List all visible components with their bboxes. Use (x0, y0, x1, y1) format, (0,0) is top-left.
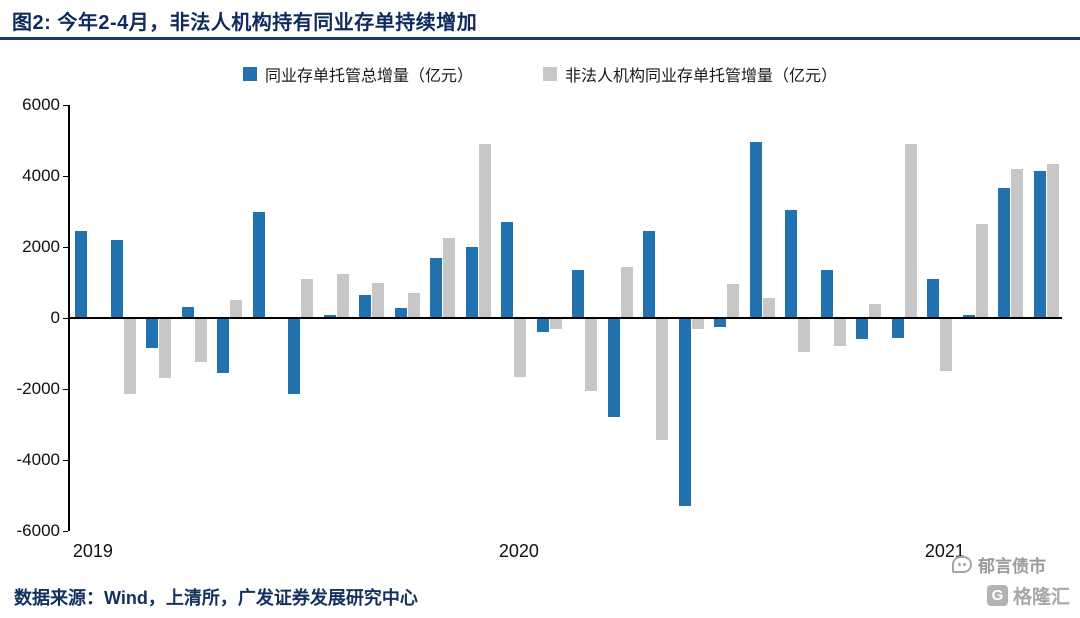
y-tick-label: 6000 (22, 95, 60, 114)
legend-swatch-gray-icon (543, 67, 557, 81)
bar-total-2019-04 (181, 307, 194, 318)
x-axis-line (70, 317, 1062, 319)
bar-nonlegal-2021-02 (975, 223, 988, 318)
y-tick-mark (63, 460, 68, 461)
legend-item-total: 同业存单托管总增量（亿元） (242, 62, 473, 86)
bar-nonlegal-2019-04 (194, 318, 207, 363)
bar-total-2019-09 (359, 294, 372, 318)
bar-total-2020-01 (501, 222, 514, 318)
bar-total-2020-02 (536, 318, 549, 333)
bar-total-2020-03 (572, 270, 585, 318)
bar-nonlegal-2020-11 (869, 303, 882, 318)
y-tick-mark (63, 247, 68, 248)
bar-total-2019-11 (430, 257, 443, 318)
bar-nonlegal-2020-02 (549, 318, 562, 329)
bar-total-2020-12 (891, 318, 904, 338)
legend-item-nonlegal: 非法人机构同业存单托管增量（亿元） (543, 62, 837, 86)
bar-total-2021-04 (1033, 170, 1046, 318)
watermark-yuyan-text: 郁言债市 (978, 557, 1046, 576)
bar-nonlegal-2019-11 (443, 238, 456, 318)
bar-total-2020-08 (749, 142, 762, 318)
y-tick-label: -2000 (16, 379, 60, 398)
y-tick-label: -6000 (16, 521, 60, 540)
gelonghui-text: 格隆汇 (1012, 587, 1070, 608)
bar-total-2021-02 (962, 315, 975, 318)
x-axis-label-2020: 2020 (498, 541, 539, 561)
bar-nonlegal-2020-04 (620, 266, 633, 318)
bar-total-2020-10 (820, 270, 833, 318)
bar-nonlegal-2020-06 (691, 318, 704, 329)
bar-total-2019-03 (146, 318, 159, 349)
x-axis-label-2019: 2019 (72, 541, 113, 561)
bar-nonlegal-2019-09 (372, 282, 385, 318)
legend-label-total: 同业存单托管总增量（亿元） (264, 68, 473, 85)
legend-swatch-blue-icon (242, 67, 257, 81)
bar-nonlegal-2020-08 (762, 298, 775, 318)
bar-total-2019-02 (110, 239, 123, 318)
bar-nonlegal-2019-05 (230, 300, 243, 318)
bar-nonlegal-2020-12 (904, 144, 917, 318)
bar-nonlegal-2019-02 (123, 318, 136, 395)
bar-nonlegal-2020-01 (514, 318, 527, 377)
y-tick-label: -4000 (16, 450, 60, 469)
bar-nonlegal-2019-10 (407, 293, 420, 318)
bar-nonlegal-2020-10 (833, 318, 846, 347)
y-tick-mark (63, 318, 68, 319)
bar-total-2019-01 (75, 231, 88, 318)
data-source: 数据来源：Wind，上清所，广发证券发展研究中心 (14, 588, 418, 608)
bar-nonlegal-2021-01 (940, 318, 953, 372)
bar-total-2021-03 (998, 188, 1011, 318)
legend-label-nonlegal: 非法人机构同业存单托管增量（亿元） (565, 68, 838, 85)
bar-nonlegal-2019-07 (301, 278, 314, 318)
chat-bubble-icon (952, 556, 972, 573)
y-tick-label: 2000 (22, 237, 60, 256)
chart-legend: 同业存单托管总增量（亿元） 非法人机构同业存单托管增量（亿元） (0, 62, 1080, 86)
figure-title: 图2: 今年2-4月，非法人机构持有同业存单持续增加 (12, 12, 478, 34)
watermark-yuyanzhaishi: 郁言债市 (952, 552, 1046, 577)
bar-total-2020-05 (643, 231, 656, 318)
y-tick-mark (63, 176, 68, 177)
gelonghui-badge-icon: G (986, 585, 1008, 606)
bar-nonlegal-2020-07 (727, 284, 740, 318)
bar-total-2019-05 (217, 318, 230, 374)
bar-total-2020-07 (714, 318, 727, 327)
x-axis-label-2021: 2021 (924, 541, 965, 561)
bar-nonlegal-2020-03 (585, 318, 598, 391)
bar-total-2021-01 (927, 278, 940, 318)
gelonghui-logo: G 格隆汇 (986, 582, 1070, 609)
bar-nonlegal-2020-05 (656, 318, 669, 441)
y-tick-mark (63, 105, 68, 106)
y-tick-label: 0 (50, 308, 60, 327)
bar-nonlegal-2019-03 (159, 318, 172, 379)
bar-total-2019-10 (394, 308, 407, 318)
bar-total-2020-09 (785, 209, 798, 318)
bar-total-2020-06 (678, 318, 691, 507)
figure-header: 图2: 今年2-4月，非法人机构持有同业存单持续增加 (0, 0, 1080, 40)
bar-nonlegal-2021-03 (1011, 168, 1024, 318)
y-tick-mark (63, 531, 68, 532)
bar-total-2019-08 (323, 315, 336, 318)
bar-total-2019-07 (288, 318, 301, 395)
bar-chart: 6000 4000 2000 0 -2000 -4000 -6000 2019 2020 2021 (0, 95, 1080, 561)
bar-nonlegal-2019-08 (336, 273, 349, 318)
plot-area (68, 105, 1062, 531)
bar-nonlegal-2021-04 (1046, 163, 1059, 318)
bar-total-2019-06 (252, 211, 265, 318)
bar-total-2020-11 (856, 318, 869, 340)
bar-nonlegal-2019-12 (478, 144, 491, 318)
y-tick-label: 4000 (22, 166, 60, 185)
bar-nonlegal-2020-09 (798, 318, 811, 352)
bar-total-2020-04 (607, 318, 620, 418)
bar-total-2019-12 (465, 247, 478, 318)
y-tick-mark (63, 389, 68, 390)
